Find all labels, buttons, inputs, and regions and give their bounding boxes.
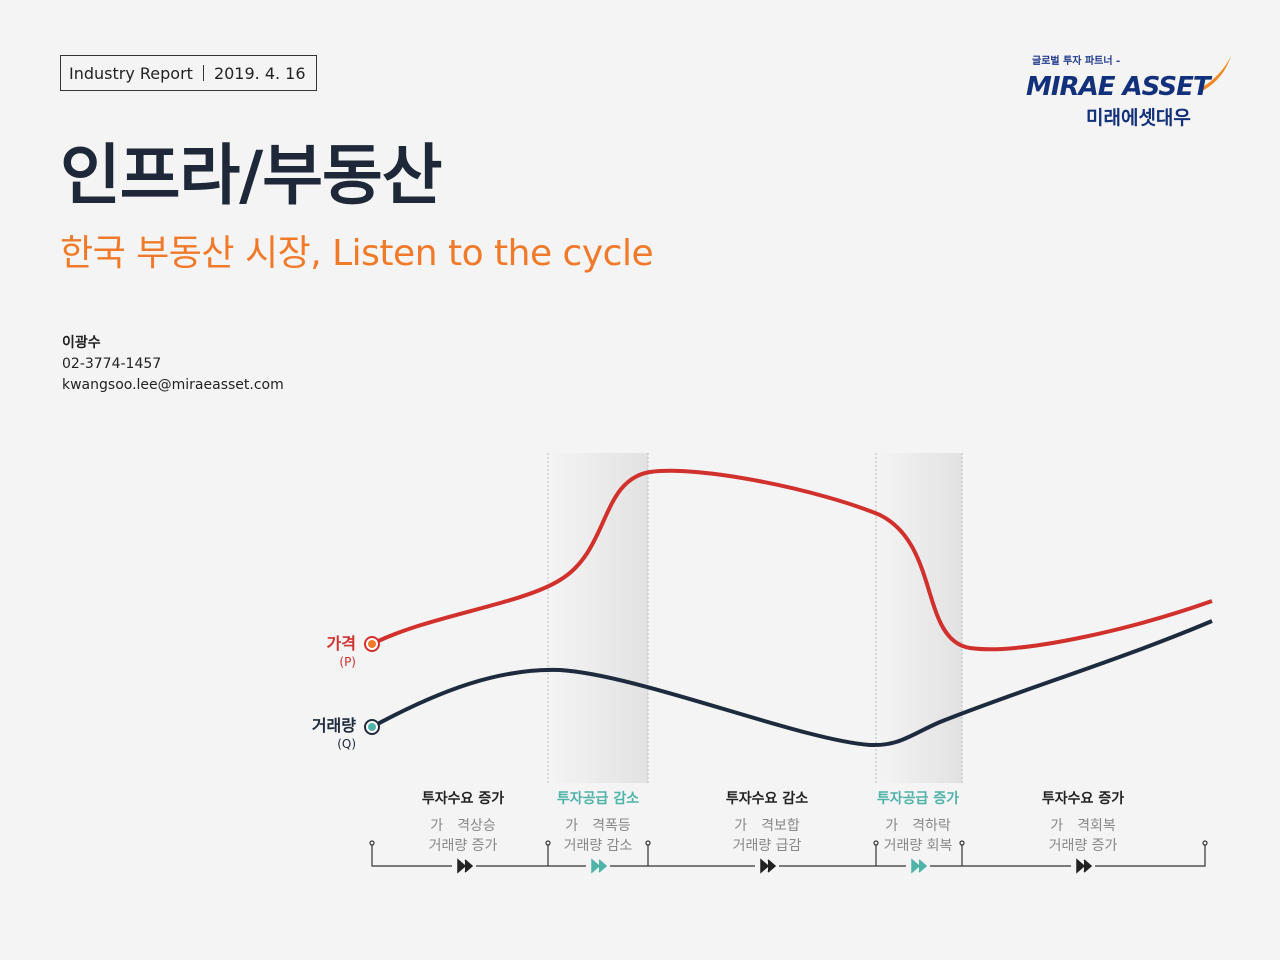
phase-price: 가 격상승 bbox=[430, 818, 496, 834]
logo-brand-korean: 미래에셋대우 bbox=[1086, 107, 1191, 129]
logo-tagline: 글로벌 투자 파트너 - bbox=[1032, 56, 1121, 67]
author-info: 이광수 02-3774-1457 kwangsoo.lee@miraeasset… bbox=[62, 333, 284, 396]
author-name: 이광수 bbox=[62, 335, 101, 351]
price-label: 가격 (P) bbox=[296, 634, 356, 670]
phase-price: 가 격보합 bbox=[734, 818, 800, 834]
phase-heading: 투자수요 증가 bbox=[421, 791, 505, 807]
price-symbol: (P) bbox=[339, 655, 356, 669]
report-type: Industry Report bbox=[69, 63, 193, 83]
phase-band-supply-decrease bbox=[548, 453, 648, 783]
price-marker-dot bbox=[368, 640, 376, 648]
phase-band-supply-increase bbox=[876, 453, 962, 783]
phase-heading: 투자수요 증가 bbox=[1041, 791, 1125, 807]
volume-label-text: 거래량 bbox=[311, 716, 356, 735]
phase-price: 가 격하락 bbox=[885, 818, 951, 834]
divider bbox=[202, 65, 204, 81]
page-title: 인프라/부동산 bbox=[60, 137, 442, 214]
phase-price: 가 격폭등 bbox=[565, 818, 631, 834]
mirae-asset-logo: 글로벌 투자 파트너 - MIRAE ASSET 미래에셋대우 bbox=[1026, 52, 1236, 136]
price-curve bbox=[371, 468, 1213, 652]
volume-label: 거래량 (Q) bbox=[286, 716, 356, 752]
phase-4: 투자공급 증가 가 격하락 거래량 회복 bbox=[843, 790, 993, 856]
volume-curve bbox=[371, 619, 1213, 748]
phase-1: 투자수요 증가 가 격상승 거래량 증가 bbox=[388, 790, 538, 856]
volume-marker-dot bbox=[368, 723, 376, 731]
report-tag: Industry Report 2019. 4. 16 bbox=[60, 55, 317, 91]
timeline bbox=[369, 840, 1208, 867]
phase-price: 가 격회복 bbox=[1050, 818, 1116, 834]
author-phone: 02-3774-1457 bbox=[62, 356, 162, 372]
author-email: kwangsoo.lee@miraeasset.com bbox=[62, 377, 284, 393]
phase-volume: 거래량 감소 bbox=[563, 838, 633, 854]
phase-volume: 거래량 증가 bbox=[428, 838, 498, 854]
phase-3: 투자수요 감소 가 격보합 거래량 급감 bbox=[692, 790, 842, 856]
timeline-arrows bbox=[452, 858, 1095, 874]
report-date: 2019. 4. 16 bbox=[213, 63, 306, 83]
phase-heading: 투자공급 감소 bbox=[556, 791, 640, 807]
phase-5: 투자수요 증가 가 격회복 거래량 증가 bbox=[1008, 790, 1158, 856]
phase-volume: 거래량 급감 bbox=[732, 838, 802, 854]
phase-heading: 투자공급 증가 bbox=[876, 791, 960, 807]
phase-volume: 거래량 증가 bbox=[1048, 838, 1118, 854]
phase-2: 투자공급 감소 가 격폭등 거래량 감소 bbox=[523, 790, 673, 856]
phase-volume: 거래량 회복 bbox=[883, 838, 953, 854]
page-subtitle: 한국 부동산 시장, Listen to the cycle bbox=[60, 233, 654, 274]
price-label-text: 가격 bbox=[326, 634, 356, 653]
volume-symbol: (Q) bbox=[337, 737, 356, 751]
logo-swoosh-icon bbox=[1201, 56, 1231, 90]
phase-heading: 투자수요 감소 bbox=[725, 791, 809, 807]
logo-brand: MIRAE ASSET bbox=[1026, 72, 1211, 102]
